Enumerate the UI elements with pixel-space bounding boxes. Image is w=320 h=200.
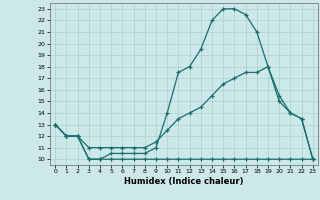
X-axis label: Humidex (Indice chaleur): Humidex (Indice chaleur) xyxy=(124,177,244,186)
